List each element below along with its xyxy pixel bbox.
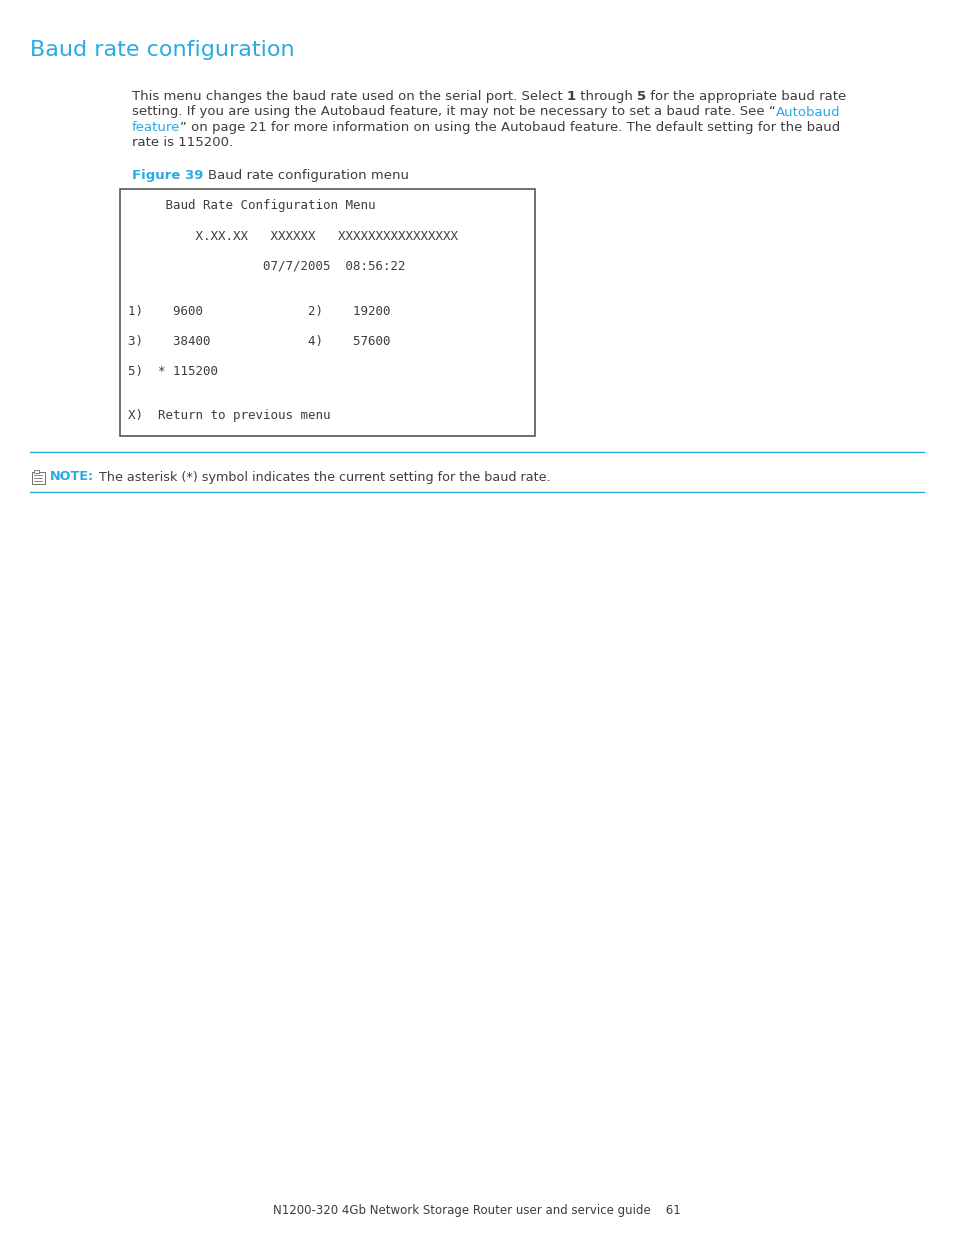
Text: 3)    38400             4)    57600: 3) 38400 4) 57600 — [128, 335, 390, 347]
Text: X)  Return to previous menu: X) Return to previous menu — [128, 410, 330, 422]
Text: Figure 39: Figure 39 — [132, 168, 208, 182]
Text: The asterisk (*) symbol indicates the current setting for the baud rate.: The asterisk (*) symbol indicates the cu… — [99, 471, 550, 483]
Text: 5: 5 — [637, 90, 646, 103]
Bar — [120, 189, 535, 436]
Text: through: through — [576, 90, 637, 103]
Text: setting. If you are using the Autobaud feature, it may not be necessary to set a: setting. If you are using the Autobaud f… — [132, 105, 775, 119]
Text: 07/7/2005  08:56:22: 07/7/2005 08:56:22 — [128, 259, 405, 273]
Text: Baud rate configuration: Baud rate configuration — [30, 40, 294, 61]
Bar — [32, 472, 45, 483]
Text: 1: 1 — [566, 90, 576, 103]
Text: 5)  * 115200: 5) * 115200 — [128, 364, 218, 378]
Text: feature: feature — [132, 121, 180, 135]
Text: Autobaud: Autobaud — [775, 105, 840, 119]
Text: N1200-320 4Gb Network Storage Router user and service guide    61: N1200-320 4Gb Network Storage Router use… — [273, 1204, 680, 1216]
Text: Baud Rate Configuration Menu: Baud Rate Configuration Menu — [128, 200, 375, 212]
Text: rate is 115200.: rate is 115200. — [132, 137, 233, 149]
Text: Baud rate configuration menu: Baud rate configuration menu — [208, 168, 409, 182]
Bar — [34, 469, 39, 473]
Text: NOTE:: NOTE: — [50, 471, 94, 483]
Text: 1)    9600              2)    19200: 1) 9600 2) 19200 — [128, 305, 390, 317]
Text: for the appropriate baud rate: for the appropriate baud rate — [646, 90, 845, 103]
Text: ” on page 21 for more information on using the Autobaud feature. The default set: ” on page 21 for more information on usi… — [180, 121, 840, 135]
Text: X.XX.XX   XXXXXX   XXXXXXXXXXXXXXXX: X.XX.XX XXXXXX XXXXXXXXXXXXXXXX — [128, 230, 457, 242]
Text: This menu changes the baud rate used on the serial port. Select: This menu changes the baud rate used on … — [132, 90, 566, 103]
